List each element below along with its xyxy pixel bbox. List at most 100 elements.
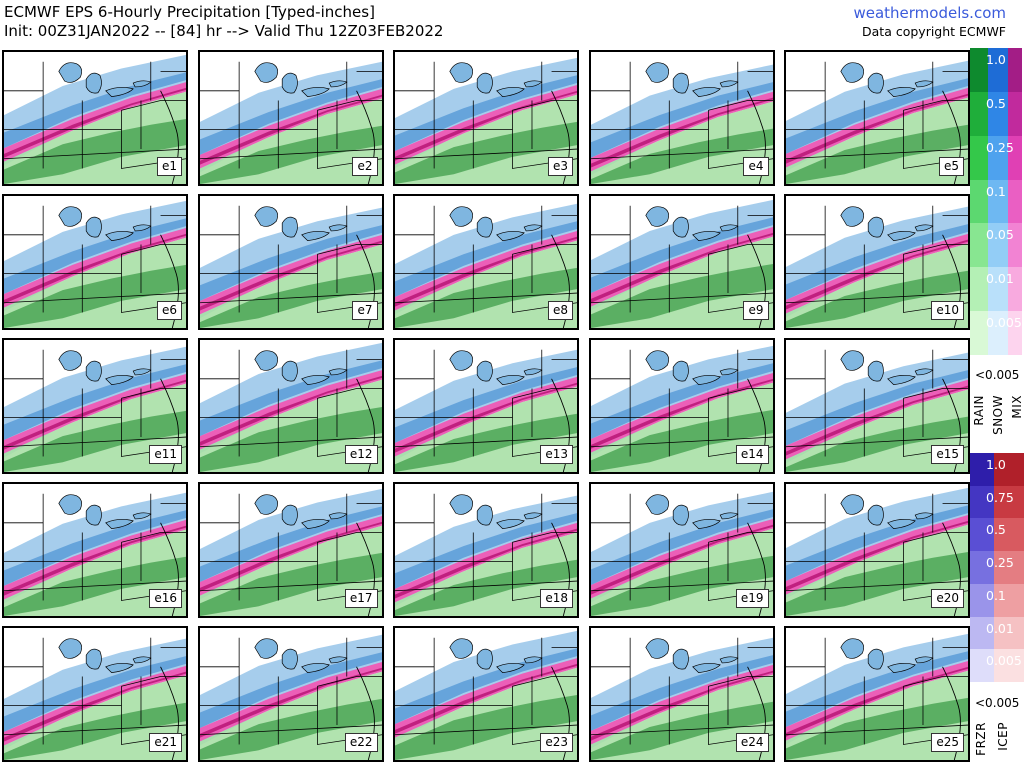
legend-frzr-swatch [970,518,994,552]
member-label: e10 [931,301,964,320]
precip-map-e8 [395,203,577,328]
header-text: ECMWF EPS 6-Hourly Precipitation [Typed-… [4,3,443,41]
ensemble-member-map-e2: e2 [197,50,384,186]
ensemble-member-map-e16: e16 [2,482,188,618]
ensemble-member-map-e6: e6 [2,194,188,330]
page-title: ECMWF EPS 6-Hourly Precipitation [Typed-… [4,3,375,21]
legend-type-rain: RAIN [972,395,986,426]
precip-map-e14 [590,345,773,472]
ensemble-member-map-e1: e1 [2,50,188,186]
legend-type-mix: MIX [1010,395,1024,419]
precip-map-e11 [4,346,186,472]
member-label: e15 [931,445,964,464]
legend-mix-swatch [1008,267,1022,312]
legend-snow-swatch [988,135,1008,180]
member-label: e20 [931,589,964,608]
legend-frzr-swatch [970,453,994,486]
legend-level-label: 0.01 [986,271,1014,287]
ensemble-member-map-e9: e9 [588,194,775,330]
member-label: e3 [547,157,573,176]
legend-below-threshold: <0.005 [975,368,1020,382]
precip-map-e1 [4,54,186,184]
copyright-text: Data copyright ECMWF [862,24,1006,39]
legend-type-frzr: FRZR [974,722,988,756]
ensemble-member-map-e12: e12 [197,338,384,474]
precip-map-e9 [590,199,773,328]
precip-map-e4 [590,61,773,184]
member-label: e6 [156,301,182,320]
ensemble-member-map-e24: e24 [588,626,775,762]
precip-map-e20 [786,487,968,616]
member-label: e23 [540,733,573,752]
ensemble-member-map-e13: e13 [393,338,579,474]
ensemble-member-map-e11: e11 [2,338,188,474]
member-label: e16 [149,589,182,608]
ensemble-member-map-e20: e20 [784,482,970,618]
ensemble-member-map-e21: e21 [2,626,188,762]
ensemble-member-map-e25: e25 [784,626,970,762]
member-label: e18 [540,589,573,608]
precip-map-e25 [786,633,968,760]
legend-level-label: 0.75 [986,489,1014,505]
member-label: e2 [352,157,378,176]
legend-level-label: 0.1 [986,183,1006,199]
header-right: weathermodels.com Data copyright ECMWF [853,4,1006,40]
legend-mix-swatch [1008,223,1022,268]
member-label: e5 [938,157,964,176]
precip-map-e10 [786,205,968,328]
legend-icep-swatch [994,518,1024,552]
legend-snow-swatch [988,223,1008,268]
precip-map-e7 [199,205,382,328]
member-label: e14 [735,445,769,464]
legend-type-snow: SNOW [991,395,1005,435]
precip-map-e2 [199,61,382,184]
member-label: e22 [344,733,378,752]
precip-map-e13 [395,349,577,472]
init-valid-line: Init: 00Z31JAN2022 -- [84] hr --> Valid … [4,22,444,40]
legend-icep-swatch [994,649,1024,682]
brand-link[interactable]: weathermodels.com [853,4,1006,22]
ensemble-member-map-e14: e14 [588,338,775,474]
legend-frzr-swatch [970,583,994,617]
legend-icep-swatch [994,485,1024,519]
legend-icep-swatch [994,453,1024,486]
legend-snow-swatch [988,267,1008,312]
legend-rain-swatch [970,179,988,224]
precip-map-e24 [590,637,773,760]
legend-mix-swatch [1008,135,1022,180]
legend-level-label: 0.05 [986,227,1014,243]
legend-level-label: 0.01 [986,620,1014,636]
ensemble-member-map-e19: e19 [588,482,775,618]
member-label: e1 [156,157,182,176]
legend-rain-swatch [970,135,988,180]
precip-map-e3 [395,57,577,184]
legend-frzr-swatch [970,485,994,519]
member-label: e7 [352,301,378,320]
member-label: e4 [743,157,769,176]
ensemble-member-map-e22: e22 [197,626,384,762]
legend-level-label: 0.1 [986,587,1006,603]
legend-snow-swatch [988,48,1008,92]
precip-map-e23 [395,630,577,760]
precip-map-e18 [395,493,577,616]
legend-level-label: 0.25 [986,139,1014,155]
member-label: e12 [344,445,378,464]
precip-map-e6 [4,200,186,328]
legend-mix-swatch [1008,179,1022,224]
legend-level-label: 0.5 [986,95,1006,111]
legend-icep-swatch [994,583,1024,617]
precip-map-e16 [4,492,186,616]
legend-level-label: 1.0 [986,457,1006,472]
legend-rain-swatch [970,311,988,355]
legend-mix-swatch [1008,48,1022,92]
legend-level-label: 0.5 [986,522,1006,538]
member-label: e8 [547,301,573,320]
member-label: e9 [743,301,769,320]
legend-icep-swatch [994,616,1024,650]
ensemble-member-map-e17: e17 [197,482,384,618]
precip-map-e5 [786,60,968,184]
legend-snow-swatch [988,91,1008,136]
ensemble-member-grid: e1 e2 e3 e4 e5 e6 e7 e8 e9 e10 e11 e12 e13 e14 e15 e16 e… [0,48,970,768]
member-label: e24 [735,733,769,752]
member-label: e19 [735,589,769,608]
